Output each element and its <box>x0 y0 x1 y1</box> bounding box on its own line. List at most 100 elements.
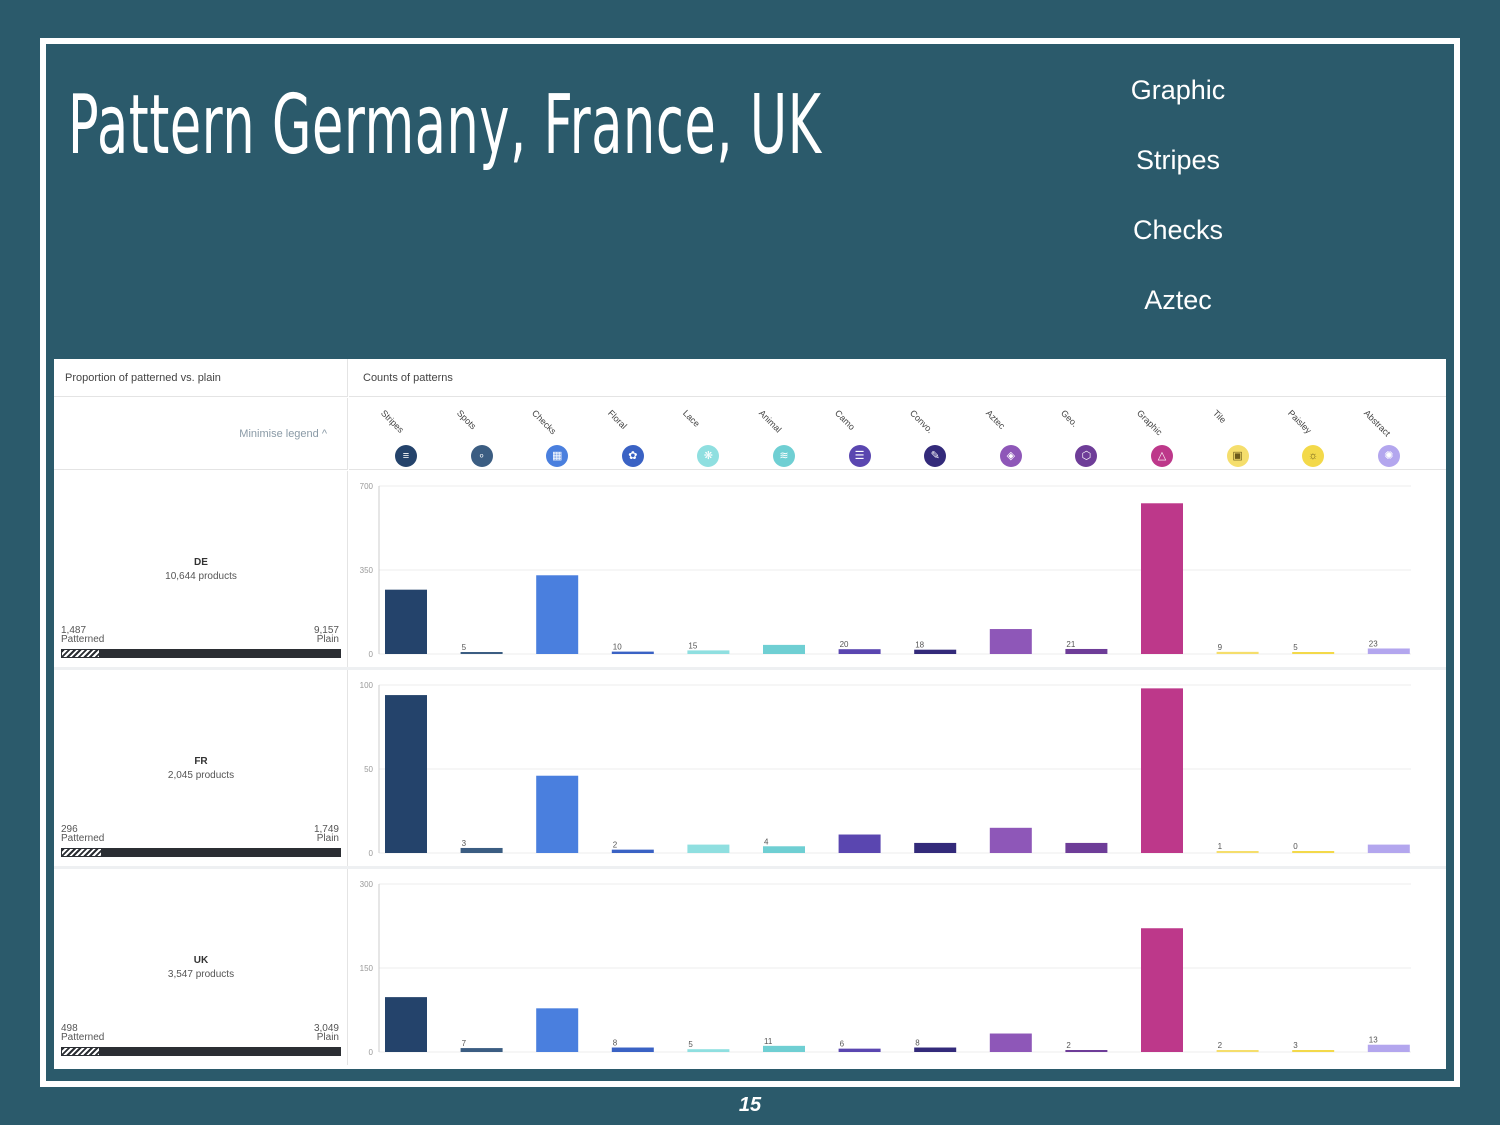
bar-graphic[interactable] <box>1141 503 1183 654</box>
bar-spots[interactable] <box>460 652 503 654</box>
bar-value-label: 4 <box>764 837 769 846</box>
conversational-icon[interactable]: ✎ <box>924 445 947 467</box>
y-tick-label: 150 <box>360 964 374 973</box>
legend-label-tile: Tile <box>1210 408 1228 426</box>
bar-convo[interactable] <box>914 1047 957 1052</box>
keyword-item: Stripes <box>1135 145 1221 175</box>
patterned-share <box>61 649 100 658</box>
bar-paisley[interactable] <box>1292 1050 1335 1052</box>
bar-convo[interactable] <box>914 649 957 654</box>
bar-aztec[interactable] <box>989 827 1032 853</box>
graphic-icon[interactable]: △ <box>1151 445 1173 467</box>
country-code: DE <box>194 557 208 568</box>
stripes-icon[interactable]: ≡ <box>395 445 417 467</box>
bar-tile[interactable] <box>1216 651 1259 654</box>
legend-label-stripes: Stripes <box>378 408 406 435</box>
proportion-bar <box>61 1047 341 1056</box>
abstract-icon[interactable]: ✺ <box>1377 445 1400 467</box>
tile-icon[interactable]: ▣ <box>1226 445 1249 467</box>
bar-value-label: 21 <box>1066 640 1075 649</box>
pattern-bar-chart: 0 150 300 7 8 5 11 6 8 2 2 3 13 <box>360 880 1411 1057</box>
bar-tile[interactable] <box>1216 1050 1259 1052</box>
bar-animal[interactable] <box>763 1045 805 1052</box>
spots-icon[interactable]: ∘ <box>470 445 493 467</box>
bar-geo[interactable] <box>1065 648 1108 654</box>
row-separator <box>54 667 1446 670</box>
floral-icon[interactable]: ✿ <box>621 445 644 467</box>
bar-aztec[interactable] <box>989 1033 1032 1052</box>
pattern-bar-chart: 0 350 700 5 10 15 20 18 21 9 5 23 <box>360 482 1411 659</box>
bar-geo[interactable] <box>1065 842 1108 853</box>
bar-stripes[interactable] <box>385 589 427 654</box>
bar-lace[interactable] <box>687 844 730 853</box>
bar-convo[interactable] <box>914 842 957 853</box>
paisley-icon[interactable]: ☼ <box>1302 445 1325 467</box>
lace-icon[interactable]: ❋ <box>697 445 720 467</box>
bar-animal[interactable] <box>763 846 805 853</box>
row-separator <box>54 866 1446 869</box>
checks-icon[interactable]: ▦ <box>546 445 569 467</box>
animal-icon[interactable]: ≋ <box>773 445 795 467</box>
bar-value-label: 2 <box>1066 1041 1071 1050</box>
bar-value-label: 10 <box>613 643 622 652</box>
country-summary: UK 3,547 products 498 Patterned 3,049 Pl… <box>54 869 348 1065</box>
bar-checks[interactable] <box>536 1008 579 1052</box>
keyword-list: Graphic Stripes Checks Aztec <box>1100 70 1256 350</box>
bar-value-label: 15 <box>688 641 697 650</box>
patterned-label: Patterned <box>61 1032 105 1043</box>
geo-icon[interactable]: ⬡ <box>1075 445 1098 467</box>
plain-count: 1,749 <box>313 824 339 835</box>
bar-value-label: 1 <box>1218 842 1223 851</box>
plain-count: 3,049 <box>313 1023 339 1034</box>
bar-value-label: 5 <box>1293 643 1298 652</box>
bar-aztec[interactable] <box>989 629 1032 654</box>
bar-paisley[interactable] <box>1292 652 1335 654</box>
bar-floral[interactable] <box>611 849 654 853</box>
bar-checks[interactable] <box>536 575 579 654</box>
plain-count: 9,157 <box>313 625 339 636</box>
legend-label-camo: Camo <box>832 408 857 433</box>
bar-camo[interactable] <box>838 834 881 853</box>
keyword-item: Graphic <box>1130 75 1226 105</box>
bar-animal[interactable] <box>763 644 805 654</box>
bar-abstract[interactable] <box>1367 844 1410 853</box>
bar-camo[interactable] <box>838 649 881 654</box>
bar-lace[interactable] <box>687 650 730 654</box>
legend-label-spots: Spots <box>454 408 478 432</box>
legend-label-floral: Floral <box>605 408 629 431</box>
bar-abstract[interactable] <box>1367 1044 1410 1052</box>
y-tick-label: 0 <box>369 1048 374 1057</box>
minimise-legend-button[interactable]: Minimise legend ^ <box>239 428 327 440</box>
bar-spots[interactable] <box>460 1048 503 1052</box>
bar-spots[interactable] <box>460 847 503 853</box>
bar-graphic[interactable] <box>1141 688 1183 853</box>
bar-lace[interactable] <box>687 1049 730 1052</box>
bar-value-label: 7 <box>462 1039 467 1048</box>
dashboard-panel: Proportion of patterned vs. plain Counts… <box>54 359 1446 1069</box>
bar-camo[interactable] <box>838 1048 881 1052</box>
bar-value-label: 0 <box>1293 842 1298 851</box>
camo-icon[interactable]: ☰ <box>848 445 871 467</box>
bar-checks[interactable] <box>536 775 579 853</box>
bar-floral[interactable] <box>611 651 654 654</box>
bar-value-label: 9 <box>1218 643 1223 652</box>
bar-tile[interactable] <box>1216 851 1259 853</box>
bar-stripes[interactable] <box>385 695 427 853</box>
bar-geo[interactable] <box>1065 1050 1108 1052</box>
y-tick-label: 0 <box>369 650 374 659</box>
bar-abstract[interactable] <box>1367 648 1410 654</box>
patterned-share <box>61 848 102 857</box>
bar-value-label: 3 <box>462 839 467 848</box>
bar-stripes[interactable] <box>385 997 427 1052</box>
aztec-icon[interactable]: ◈ <box>999 445 1022 467</box>
bar-value-label: 5 <box>688 1040 693 1049</box>
plain-label: Plain <box>316 1032 339 1043</box>
y-tick-label: 50 <box>364 765 373 774</box>
bar-graphic[interactable] <box>1141 928 1183 1052</box>
bar-floral[interactable] <box>611 1047 654 1052</box>
bar-paisley[interactable] <box>1292 851 1335 853</box>
bar-value-label: 13 <box>1369 1036 1378 1045</box>
bar-value-label: 20 <box>840 640 849 649</box>
bar-value-label: 8 <box>613 1039 618 1048</box>
legend-label-lace: Lace <box>681 408 703 429</box>
